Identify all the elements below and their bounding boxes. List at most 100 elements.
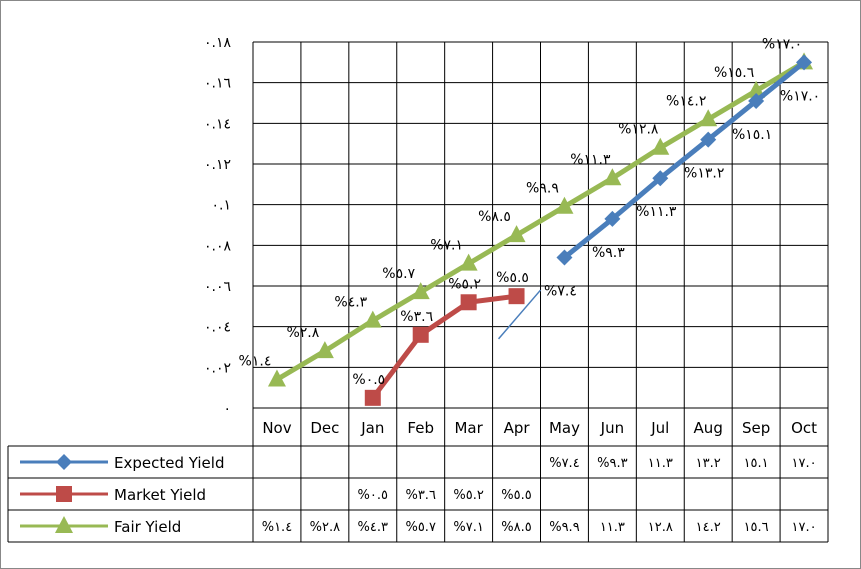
y-tick-label: ٠.١٨ [204,35,231,51]
data-label: %٠.٥ [352,372,385,388]
legend-entry: Expected Yield [20,454,224,472]
data-point [55,516,73,533]
y-tick-label: ٠.١٤ [204,116,231,132]
y-tick-label: ٠.٠٦ [204,279,231,295]
table-cell: %٥.٥ [501,488,531,503]
data-point [555,196,574,214]
table-cell: ١٧.٠ [791,456,816,471]
data-point [412,326,429,343]
data-label: %١٧.٠ [762,36,802,52]
data-label: %٩.٣ [592,245,625,261]
data-label: %٥.٥ [496,270,529,286]
data-label: %١٧.٠ [780,88,820,104]
legend-entry: Market Yield [20,486,206,504]
data-point [748,92,765,109]
data-point [699,109,718,127]
legend-entry: Fair Yield [20,516,181,536]
trend-line [497,289,542,340]
x-tick-label: Mar [454,419,483,437]
x-tick-label: May [549,419,580,437]
y-tick-label: ٠.١ [212,198,232,214]
table-cell: %٧.١ [453,520,483,535]
table-cell: ١٣.٢ [696,456,721,471]
series-market-yield [364,288,525,406]
x-tick-label: Jul [650,419,669,437]
data-point [56,486,72,502]
table-cell: %٧.٤ [549,456,579,471]
data-point [652,170,669,187]
table-cell: ١١.٣ [600,520,625,535]
data-label: %٣.٦ [400,309,433,325]
data-point [267,369,286,387]
data-point [411,282,430,300]
data-label: %٤.٣ [334,295,367,311]
table-cell: %٢.٨ [310,520,340,535]
data-label: %١١.٣ [636,204,677,220]
data-label: %٥.٢ [448,276,481,292]
data-point [508,288,525,305]
table-cell: ١٥.١ [744,456,769,471]
data-point [700,131,717,148]
series-line [275,60,806,382]
table-cell: %٨.٥ [501,520,531,535]
table-cell: ١٢.٨ [648,520,673,535]
series-expected-yield [556,54,813,266]
x-tick-label: Dec [310,419,339,437]
table-cell: ١٧.٠ [791,520,816,535]
data-point [556,249,573,266]
data-point [56,454,72,470]
data-label: %١٤.٢ [666,93,706,109]
y-tick-label: ٠.٠٢ [204,360,231,376]
x-tick-label: Oct [791,419,817,437]
data-label: %١١.٣ [570,152,611,168]
table-cell: %٩.٩ [549,520,579,535]
legend-label: Market Yield [114,486,206,504]
data-label: %١٥.٦ [714,65,754,81]
x-tick-label: Jan [360,419,384,437]
table-cell: ١٥.٦ [744,520,769,535]
table-cell: %٣.٦ [405,488,435,503]
y-tick-label: ٠.١٢ [204,157,231,173]
data-label: %١٥.١ [732,127,772,143]
data-point [507,225,526,243]
data-label: %٢.٨ [286,325,319,341]
data-label: %٧.٤ [544,284,577,300]
x-tick-label: Feb [407,419,434,437]
legend-label: Fair Yield [114,518,181,536]
table-cell: %٥.٧ [405,520,435,535]
data-point [363,310,382,328]
data-point [651,137,670,155]
data-point [459,253,478,271]
data-point [604,210,621,227]
table-cell: %٩.٣ [597,456,627,471]
y-tick-label: ٠ [223,401,231,417]
x-tick-label: Apr [504,419,531,437]
table-cell: %٠.٥ [358,488,388,503]
y-tick-label: ٠.١٦ [204,76,231,92]
y-tick-label: ٠.٠٨ [204,238,231,254]
data-point [364,389,381,406]
series-line [370,293,517,400]
table-cell: ١١.٣ [648,456,673,471]
data-label: %١٢.٨ [618,122,659,138]
data-label: %٧.١ [430,238,463,254]
data-point [603,168,622,186]
data-label: %٨.٥ [478,209,511,225]
data-point [747,80,766,98]
data-point [460,294,477,311]
table-cell: %١.٤ [262,520,292,535]
data-point [796,54,813,71]
data-label: %١.٤ [239,354,272,370]
y-tick-label: ٠.٠٤ [204,320,231,336]
legend-label: Expected Yield [114,454,224,472]
series-line [562,60,806,260]
data-point [315,341,334,359]
x-tick-label: Jun [600,419,624,437]
table-cell: %٤.٣ [358,520,388,535]
table-cell: %٥.٢ [453,488,483,503]
data-label: %٥.٧ [382,266,415,282]
data-label: %٩.٩ [526,181,559,197]
x-tick-label: Aug [694,419,723,437]
table-cell: ١٤.٢ [696,520,721,535]
